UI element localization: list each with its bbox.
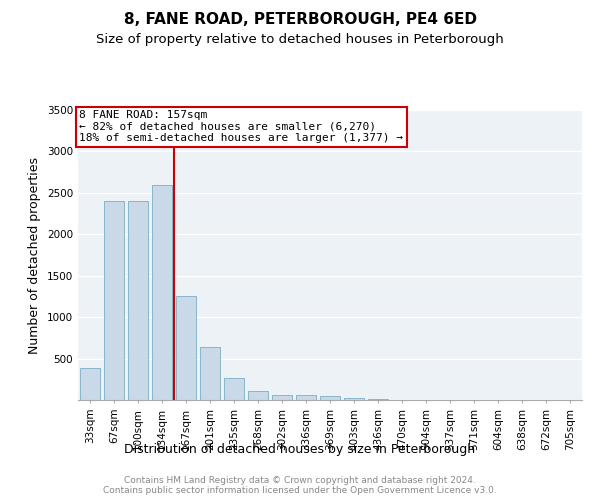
Bar xyxy=(224,378,244,400)
Text: Contains HM Land Registry data © Crown copyright and database right 2024.
Contai: Contains HM Land Registry data © Crown c… xyxy=(103,476,497,495)
Bar xyxy=(176,296,196,400)
Bar xyxy=(296,396,316,400)
Text: 8 FANE ROAD: 157sqm
← 82% of detached houses are smaller (6,270)
18% of semi-det: 8 FANE ROAD: 157sqm ← 82% of detached ho… xyxy=(79,110,403,143)
Bar xyxy=(272,395,292,400)
Bar xyxy=(152,184,172,400)
Bar xyxy=(368,399,388,400)
Y-axis label: Number of detached properties: Number of detached properties xyxy=(28,156,41,354)
Bar xyxy=(320,396,340,400)
Bar xyxy=(200,347,220,400)
Text: Size of property relative to detached houses in Peterborough: Size of property relative to detached ho… xyxy=(96,32,504,46)
Bar xyxy=(80,368,100,400)
Bar xyxy=(344,398,364,400)
Bar xyxy=(128,201,148,400)
Bar xyxy=(248,391,268,400)
Text: Distribution of detached houses by size in Peterborough: Distribution of detached houses by size … xyxy=(124,442,476,456)
Text: 8, FANE ROAD, PETERBOROUGH, PE4 6ED: 8, FANE ROAD, PETERBOROUGH, PE4 6ED xyxy=(124,12,476,28)
Bar xyxy=(104,201,124,400)
